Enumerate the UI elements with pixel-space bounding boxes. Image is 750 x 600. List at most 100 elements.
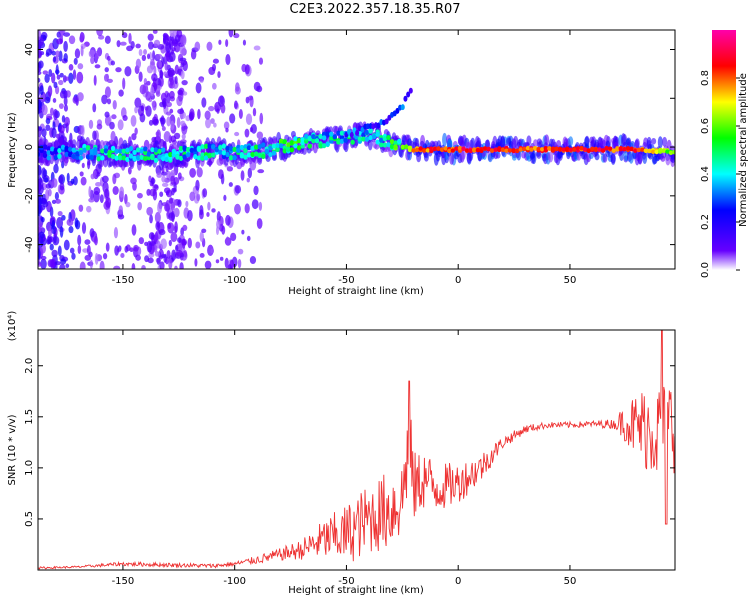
noise-blob	[74, 48, 81, 59]
ridge-cell	[268, 151, 273, 158]
noise-blob	[164, 61, 168, 71]
ridge-cell	[60, 144, 66, 150]
noise-blob	[159, 261, 165, 269]
ridge-cell	[250, 145, 255, 151]
ridge-cell	[504, 148, 509, 153]
ridge-cell	[132, 149, 137, 156]
noise-blob	[159, 69, 163, 79]
noise-blob	[45, 117, 51, 125]
ridge-halo	[637, 151, 643, 165]
noise-blob	[169, 90, 175, 99]
noise-blob	[116, 40, 121, 48]
noise-blob	[151, 136, 157, 143]
ridge-cell	[275, 146, 280, 153]
x-tick-label: 50	[564, 275, 577, 286]
ridge-halo	[500, 135, 506, 149]
noise-blob	[210, 118, 215, 124]
ridge-cell	[418, 146, 423, 151]
ridge-cell	[282, 139, 287, 145]
noise-blob	[180, 70, 185, 80]
ridge-cell	[561, 147, 566, 152]
noise-blob	[227, 264, 233, 269]
noise-blob	[177, 108, 185, 115]
noise-blob	[84, 239, 91, 245]
ridge-cell	[472, 148, 477, 153]
ridge-cell	[368, 135, 373, 141]
noise-blob	[189, 191, 196, 202]
ridge-halo	[442, 132, 448, 147]
ridge-cell	[46, 146, 51, 152]
ridge-cell	[582, 147, 588, 152]
noise-blob	[160, 238, 167, 250]
ridge-cell	[50, 150, 55, 156]
ridge-cell	[658, 147, 663, 153]
noise-blob	[110, 130, 116, 143]
ridge-cell	[82, 147, 87, 153]
ridge-cell	[407, 145, 413, 150]
ridge-cell	[586, 148, 591, 154]
noise-blob	[63, 53, 68, 62]
noise-blob	[59, 182, 65, 191]
ridge-cell	[246, 145, 252, 151]
ridge-cell	[615, 147, 620, 152]
noise-blob	[177, 89, 183, 96]
snr-y-ticks: 0.5 1.0 1.5 2.0	[24, 358, 675, 527]
noise-blob	[76, 71, 84, 84]
ridge-cell	[250, 151, 255, 157]
noise-blob	[104, 86, 111, 98]
noise-blob	[131, 262, 136, 269]
noise-blob	[213, 122, 217, 128]
noise-blob	[104, 188, 110, 199]
noise-blob	[51, 72, 56, 84]
noise-blob	[256, 131, 264, 140]
colorbar-label: Normalized spectral amplitude	[738, 73, 749, 227]
noise-blob	[177, 237, 182, 243]
noise-blob	[73, 176, 78, 186]
noise-blob	[129, 247, 134, 253]
colorbar-ticks: 0.0 0.2 0.4 0.6 0.8	[700, 70, 740, 278]
ridge-cell	[389, 143, 395, 150]
ridge-halo	[657, 136, 663, 149]
ridge-cell	[668, 150, 674, 156]
ridge-cell	[375, 131, 380, 137]
noise-blob	[38, 236, 42, 243]
ridge-cell	[536, 146, 541, 152]
ridge-cell	[364, 136, 370, 142]
noise-blob	[56, 38, 63, 45]
x-tick-label: -100	[223, 275, 246, 286]
noise-blob	[134, 97, 142, 108]
ridge-cell	[182, 154, 187, 160]
noise-blob	[55, 50, 60, 58]
noise-blob	[159, 101, 166, 108]
ridge-cell	[282, 148, 287, 154]
ridge-cell	[78, 149, 84, 156]
noise-blob	[153, 184, 159, 189]
ridge-cell	[125, 147, 130, 153]
snr-x-axis-label: Height of straight line (km)	[288, 585, 424, 596]
ridge-cell	[53, 155, 59, 161]
noise-blob	[189, 167, 196, 178]
ridge-cell	[286, 142, 291, 148]
ridge-cell	[42, 144, 48, 150]
ridge-cell	[579, 145, 584, 151]
noise-blob	[162, 71, 169, 77]
ridge-cell	[110, 145, 116, 151]
ridge-cell	[225, 151, 230, 158]
noise-blob	[151, 73, 158, 82]
noise-blob	[150, 232, 154, 241]
noise-blob	[79, 171, 84, 177]
noise-blob	[80, 45, 84, 57]
noise-blob	[42, 70, 49, 75]
noise-blob	[93, 186, 101, 195]
noise-blob	[51, 199, 57, 204]
x-tick-label: -150	[112, 576, 135, 587]
noise-blob	[164, 187, 171, 194]
noise-blob	[135, 254, 141, 261]
noise-blob	[110, 60, 116, 66]
noise-blob	[194, 258, 198, 267]
ridge-cell	[607, 146, 613, 151]
ridge-cell	[118, 155, 123, 161]
ridge-cell	[171, 148, 177, 154]
ridge-cell	[160, 156, 166, 162]
noise-blob	[48, 227, 53, 238]
